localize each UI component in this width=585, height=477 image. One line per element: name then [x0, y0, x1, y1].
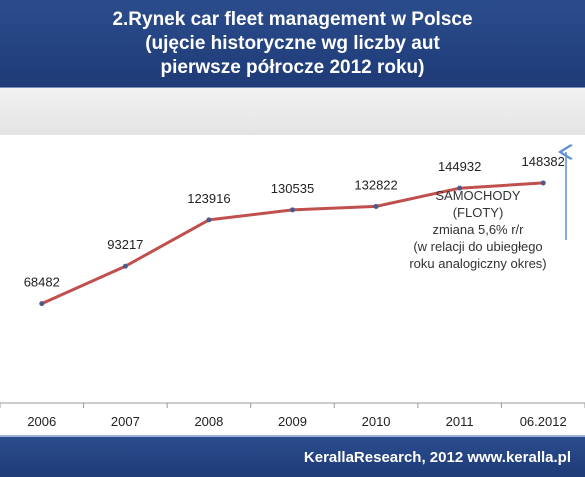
footer-band: KerallaResearch, 2012 www.keralla.pl — [0, 435, 585, 477]
annotation-line: zmiana 5,6% r/r — [432, 222, 524, 237]
data-label: 130535 — [271, 181, 314, 196]
data-label: 148382 — [522, 154, 565, 169]
data-point — [206, 217, 212, 223]
x-tick-label: 2011 — [446, 414, 474, 429]
data-label: 132822 — [354, 177, 397, 192]
annotation-line: (w relacji do ubiegłego — [413, 239, 542, 254]
title-band: 2.Rynek car fleet management w Polsce (u… — [0, 0, 585, 88]
chart-title-line-2: (ujęcie historyczne wg liczby aut — [145, 32, 440, 54]
x-tick-label: 2008 — [194, 414, 223, 429]
x-tick-label: 2006 — [27, 414, 56, 429]
annotation-line: SAMOCHODY — [435, 188, 521, 203]
data-point — [457, 185, 463, 191]
data-point — [122, 263, 128, 269]
data-label: 68482 — [24, 275, 60, 290]
data-point — [290, 207, 295, 213]
annotation-block: SAMOCHODY (FLOTY) zmiana 5,6% r/r (w relacj… — [409, 188, 546, 271]
x-tick-label: 2010 — [362, 414, 391, 429]
chart-title-line-1: 2.Rynek car fleet management w Polsce — [112, 8, 473, 30]
x-tick-label: 2009 — [278, 414, 307, 429]
data-point — [373, 203, 379, 209]
footer-credit: KerallaResearch, 2012 www.keralla.pl — [303, 448, 571, 466]
gray-band — [0, 88, 585, 135]
annotation-line: (FLOTY) — [453, 205, 504, 220]
data-label: 144932 — [438, 159, 481, 174]
annotation-line: roku analogiczny okres) — [409, 256, 546, 271]
data-point — [540, 180, 546, 186]
data-label: 123916 — [187, 191, 230, 206]
chart-title-line-3: pierwsze półrocze 2012 roku) — [160, 56, 425, 78]
data-point — [39, 301, 45, 307]
data-label: 93217 — [107, 237, 143, 252]
x-tick-label: 2007 — [111, 414, 140, 429]
x-tick-label: 06.2012 — [520, 414, 567, 429]
